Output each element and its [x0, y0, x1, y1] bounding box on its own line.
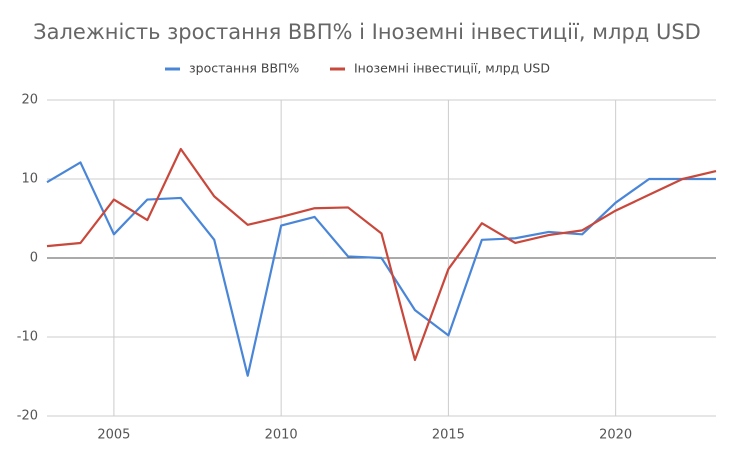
- series-line: [46, 161, 716, 377]
- x-tick-label: 2010: [265, 428, 298, 443]
- chart-title: Залежність зростання ВВП% і Іноземні інв…: [33, 20, 701, 44]
- y-tick-label: 10: [21, 172, 38, 187]
- x-tick-label: 2015: [432, 428, 465, 443]
- y-tick-label: -10: [17, 330, 38, 345]
- x-tick-label: 2005: [97, 428, 130, 443]
- series-line: [46, 147, 717, 362]
- legend-label: зростання ВВП%: [189, 61, 299, 76]
- y-tick-label: 0: [30, 251, 38, 266]
- x-tick-label: 2020: [599, 428, 632, 443]
- y-tick-label: -20: [17, 409, 38, 424]
- y-tick-label: 20: [21, 93, 38, 108]
- legend-label: Іноземні інвестиції, млрд USD: [354, 61, 550, 76]
